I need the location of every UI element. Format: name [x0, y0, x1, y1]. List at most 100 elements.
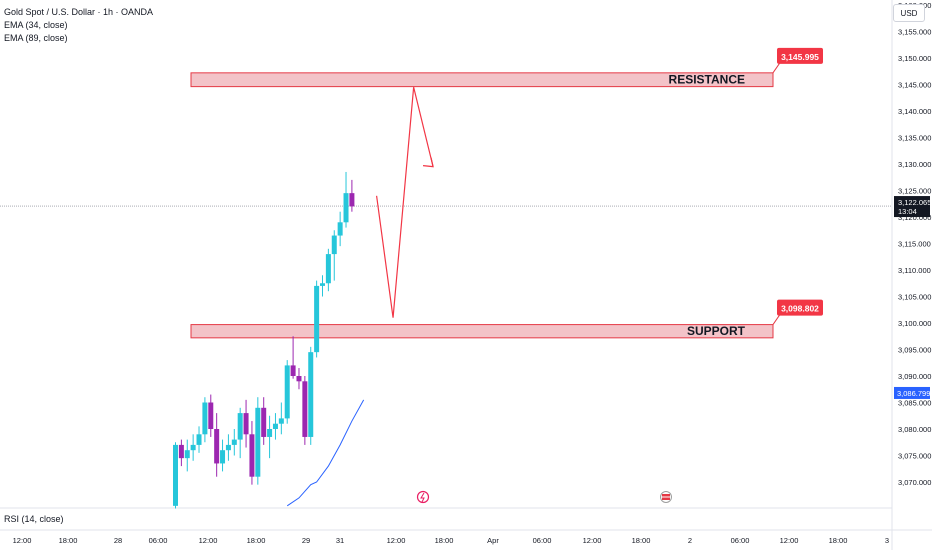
time-tick: 18:00 — [247, 536, 266, 545]
ema-34-legend[interactable]: EMA (34, close) — [4, 20, 68, 30]
price-tick: 3,090.000 — [898, 372, 931, 381]
candle-body — [190, 444, 196, 451]
candle[interactable] — [267, 415, 273, 459]
price-tick: 3,080.000 — [898, 425, 931, 434]
candle[interactable] — [249, 421, 255, 485]
support-zone-label: SUPPORT — [687, 324, 746, 338]
support-zone-price-tag[interactable] — [777, 299, 823, 316]
candle[interactable] — [173, 442, 178, 509]
ema-price-label[interactable] — [894, 386, 930, 399]
price-tick: 3,105.000 — [898, 293, 931, 302]
candle-body — [290, 365, 296, 376]
price-tick: 3,155.000 — [898, 28, 931, 37]
time-tick: 31 — [336, 536, 344, 545]
candle[interactable] — [308, 346, 314, 445]
candle-body — [302, 381, 308, 437]
candle[interactable] — [302, 376, 308, 445]
candle-body — [331, 235, 337, 255]
candle[interactable] — [320, 275, 325, 297]
candle[interactable] — [284, 360, 290, 424]
candle[interactable] — [331, 230, 337, 281]
candle[interactable] — [225, 434, 231, 461]
resistance-zone-label: RESISTANCE — [669, 73, 745, 87]
candle[interactable] — [214, 413, 220, 477]
chart-legend: Gold Spot / U.S. Dollar · 1h · OANDA EMA… — [4, 6, 153, 45]
price-tick: 3,070.000 — [898, 478, 931, 487]
lightning-event-icon[interactable] — [416, 490, 430, 504]
resistance-zone[interactable] — [190, 72, 774, 88]
price-tick: 3,150.000 — [898, 54, 931, 63]
candle[interactable] — [196, 426, 202, 453]
candle[interactable] — [237, 407, 243, 459]
currency-button[interactable]: USD — [893, 4, 925, 22]
price-tick: 3,145.000 — [898, 81, 931, 90]
candle[interactable] — [272, 413, 278, 440]
candle[interactable] — [349, 179, 355, 212]
time-tick: 28 — [114, 536, 122, 545]
candle[interactable] — [231, 429, 237, 456]
candle[interactable] — [202, 397, 208, 443]
time-tick: 06:00 — [533, 536, 552, 545]
price-tick: 3,120.000 — [898, 213, 931, 222]
candle-body — [349, 193, 355, 207]
time-tick: 18:00 — [829, 536, 848, 545]
candle-body — [267, 429, 273, 437]
rsi-pane-label[interactable]: RSI (14, close) — [4, 514, 64, 524]
candle[interactable] — [220, 439, 226, 472]
candle-body — [214, 429, 220, 464]
time-tick: 12:00 — [583, 536, 602, 545]
price-tick: 3,095.000 — [898, 346, 931, 355]
countdown-text: 13:04 — [898, 207, 917, 216]
candle[interactable] — [255, 397, 261, 485]
time-axis: 12:00 18:00 28 06:00 12:00 18:00 29 31 12:00 18:0… — [0, 529, 932, 545]
price-tick: 3,135.000 — [898, 134, 931, 143]
candle-body — [278, 418, 284, 424]
current-price-text: 3,122.065 — [898, 198, 931, 207]
candle[interactable] — [208, 394, 214, 437]
candle[interactable] — [178, 439, 184, 467]
ema-89-legend[interactable]: EMA (89, close) — [4, 33, 68, 43]
candle[interactable] — [184, 439, 190, 472]
candle[interactable] — [278, 402, 284, 435]
candle[interactable] — [261, 397, 267, 445]
ema-line — [286, 399, 365, 507]
candle-body — [296, 376, 302, 382]
ema-price-text: 3,086.799 — [897, 389, 930, 398]
projection-path — [376, 87, 434, 318]
time-tick: 12:00 — [199, 536, 218, 545]
candle[interactable] — [337, 211, 343, 247]
price-tick: 3,100.000 — [898, 319, 931, 328]
projection-arrowhead — [422, 157, 434, 168]
candle[interactable] — [190, 434, 196, 461]
resistance-zone-price-text: 3,145.995 — [781, 52, 819, 62]
current-price-label[interactable] — [894, 196, 930, 218]
time-tick: 06:00 — [149, 536, 168, 545]
candle[interactable] — [243, 399, 249, 448]
candle[interactable] — [343, 171, 349, 228]
candle-body — [337, 222, 343, 236]
candle-body — [272, 423, 278, 429]
candle-body — [308, 352, 314, 437]
candle[interactable] — [290, 336, 296, 379]
resistance-zone-price-tag[interactable] — [777, 47, 823, 64]
price-tick: 3,130.000 — [898, 160, 931, 169]
time-tick: 18:00 — [59, 536, 78, 545]
time-tick: 12:00 — [387, 536, 406, 545]
price-tick: 3,085.000 — [898, 399, 931, 408]
candle-body — [173, 444, 178, 506]
candle-body — [184, 450, 190, 459]
symbol-title[interactable]: Gold Spot / U.S. Dollar · 1h · OANDA — [4, 7, 154, 17]
candle[interactable] — [325, 248, 331, 292]
price-tick: 3,140.000 — [898, 107, 931, 116]
time-tick: 06:00 — [731, 536, 750, 545]
support-zone[interactable] — [190, 324, 774, 339]
candle[interactable] — [296, 368, 302, 390]
price-tick: 3,110.000 — [898, 266, 931, 275]
candle-body — [249, 434, 255, 477]
candle-body — [225, 444, 231, 451]
time-tick: 12:00 — [780, 536, 799, 545]
candle[interactable] — [314, 280, 320, 358]
candle-body — [261, 407, 267, 437]
price-tick: 3,115.000 — [898, 240, 931, 249]
